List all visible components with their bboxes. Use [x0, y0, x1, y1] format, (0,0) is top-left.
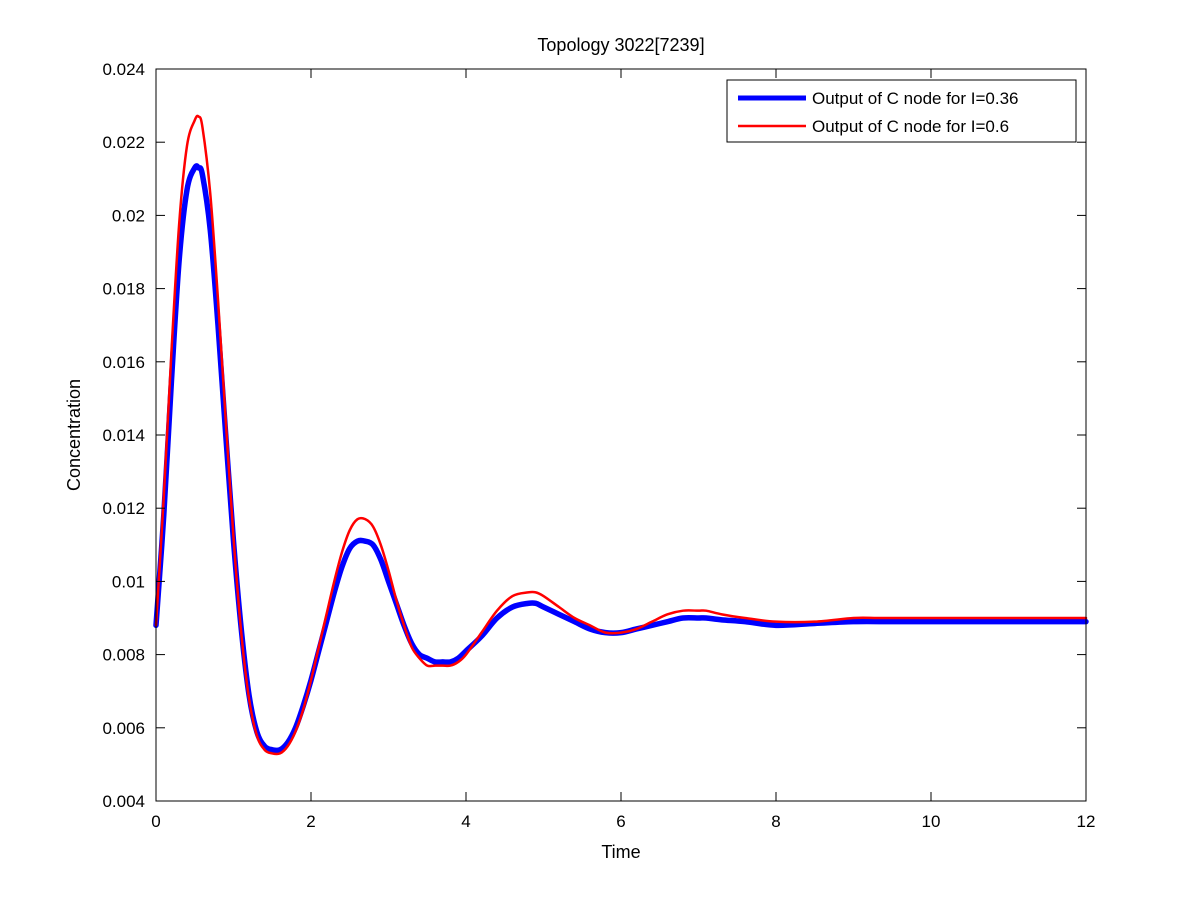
x-tick-label: 4 — [461, 812, 470, 831]
x-tick-label: 0 — [151, 812, 160, 831]
series-layer — [153, 114, 1089, 756]
x-tick-label: 12 — [1077, 812, 1096, 831]
y-tick-label: 0.02 — [112, 206, 145, 225]
y-tick-label: 0.004 — [102, 792, 145, 811]
x-tick-label: 6 — [616, 812, 625, 831]
y-axis-label: Concentration — [64, 379, 84, 491]
legend-label-series-0: Output of C node for I=0.36 — [812, 89, 1019, 108]
x-tick-label: 8 — [771, 812, 780, 831]
x-axis-label: Time — [601, 842, 640, 862]
plot-area — [156, 69, 1086, 801]
x-tick-label: 10 — [922, 812, 941, 831]
y-tick-label: 0.012 — [102, 499, 145, 518]
y-tick-label: 0.014 — [102, 426, 145, 445]
y-tick-label: 0.01 — [112, 572, 145, 591]
legend-box — [726, 79, 1077, 143]
x-tick-label: 2 — [306, 812, 315, 831]
y-tick-label: 0.006 — [102, 719, 145, 738]
y-tick-label: 0.018 — [102, 280, 145, 299]
y-tick-label: 0.008 — [102, 646, 145, 665]
legend-label-series-1: Output of C node for I=0.6 — [812, 117, 1009, 136]
ticks-layer: 0 2 4 6 8 10 12 0.004 0.006 0.008 0.01 0.012 0.014 0.… — [102, 60, 1095, 831]
y-tick-label: 0.022 — [102, 133, 145, 152]
chart-title: Topology 3022[7239] — [537, 35, 704, 55]
series-line-1 — [154, 114, 1088, 756]
y-tick-label: 0.024 — [102, 60, 145, 79]
legend: Output of C node for I=0.36 Output of C … — [726, 79, 1077, 143]
y-tick-label: 0.016 — [102, 353, 145, 372]
